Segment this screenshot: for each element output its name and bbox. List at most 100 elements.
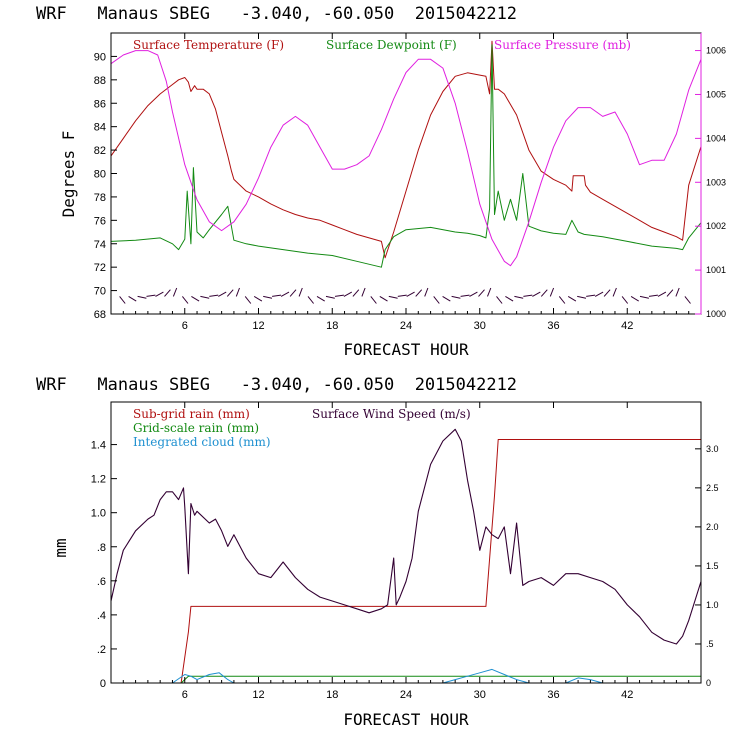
wind-barb <box>146 294 156 297</box>
wind-barb <box>272 294 282 297</box>
temperature-plot-frame <box>110 32 702 315</box>
x-tick-label: 36 <box>547 320 559 332</box>
wind-barb <box>567 295 577 302</box>
wind-barb <box>253 295 263 302</box>
temperature-axis-ticks: 6 12 18 24 30 36 42 68 70 72 74 76 78 80 82 84 86 88 90 100… <box>94 33 726 332</box>
wind-barb <box>307 296 314 304</box>
y-tick-label: 1.4 <box>91 440 106 452</box>
wind-barb <box>406 291 415 297</box>
y2-tick-label: 1006 <box>706 46 726 56</box>
y2-tick-label: 2.5 <box>706 483 719 493</box>
y2-tick-label: 1002 <box>706 221 726 231</box>
y2-tick-label: 1.0 <box>706 600 719 610</box>
x-tick-label: 18 <box>326 689 338 701</box>
wind-barb <box>478 289 485 297</box>
y2-tick-label: 2.0 <box>706 522 719 532</box>
wind-barb <box>263 295 273 299</box>
temperature-panel-title: WRF Manaus SBEG -3.040, -60.050 20150422… <box>36 4 517 24</box>
y-tick-label: 68 <box>94 309 106 321</box>
y-tick-label: .8 <box>97 542 106 554</box>
x-tick-label: 24 <box>400 689 412 701</box>
wind-barb <box>164 289 171 297</box>
x-tick-label: 6 <box>182 689 188 701</box>
precipitation-axis-ticks: 6 12 18 24 30 36 42 0 .2 .4 .6 .8 1.0 1.2 1.4 0 .5 1.0 1.5… <box>91 402 719 701</box>
y2-tick-label: 1005 <box>706 89 726 99</box>
wind-barb <box>137 295 147 299</box>
y-tick-label: .4 <box>97 610 106 622</box>
series-line-surface-wind-speed-m-s <box>110 428 702 645</box>
temperature-y-axis-label: Degrees F <box>59 131 78 218</box>
wind-barb <box>244 296 252 304</box>
y2-tick-label: 1.5 <box>706 561 719 571</box>
series-line-surface-dewpoint-f <box>110 44 702 268</box>
wind-barb <box>352 289 360 297</box>
wind-barb <box>648 294 658 297</box>
temperature-series-layer <box>110 40 702 304</box>
wind-barb <box>226 289 234 297</box>
wind-barb <box>343 291 353 297</box>
y2-tick-label: 1004 <box>706 133 726 143</box>
wind-barb <box>182 296 189 304</box>
wind-barb <box>684 296 691 304</box>
legend-surface-temperature: Surface Temperature (F) <box>133 38 284 52</box>
precipitation-panel: WRF Manaus SBEG -3.040, -60.050 20150422… <box>36 375 719 729</box>
wind-barb <box>675 287 680 297</box>
x-tick-label: 24 <box>400 320 412 332</box>
series-line-surface-pressure-mb <box>110 50 702 267</box>
y-tick-label: 76 <box>94 215 106 227</box>
wind-barb <box>594 291 604 297</box>
x-tick-label: 12 <box>252 320 264 332</box>
y-tick-label: 72 <box>94 262 106 274</box>
wind-barb <box>666 289 674 297</box>
y-tick-label: 86 <box>94 98 106 110</box>
precipitation-panel-title: WRF Manaus SBEG -3.040, -60.050 20150422… <box>36 375 517 395</box>
y-tick-label: 80 <box>94 169 106 181</box>
y-tick-label: .6 <box>97 576 106 588</box>
y2-tick-label: 3.0 <box>706 444 719 454</box>
wind-barb <box>334 294 344 297</box>
wind-barb <box>514 295 524 299</box>
y-tick-label: 78 <box>94 192 106 204</box>
wind-barb <box>155 291 164 297</box>
wind-barb <box>191 295 200 302</box>
wind-barb <box>415 289 423 297</box>
x-tick-label: 12 <box>252 689 264 701</box>
precipitation-x-axis-label: FORECAST HOUR <box>343 710 469 729</box>
y-tick-label: 0 <box>100 678 106 690</box>
wind-barb <box>621 296 629 304</box>
wind-barb <box>172 287 178 297</box>
legend-grid-scale-rain: Grid-scale rain (mm) <box>133 421 259 435</box>
y-tick-label: 82 <box>94 145 106 157</box>
series-line-sub-grid-rain-mm <box>111 439 701 684</box>
precipitation-series-layer <box>110 428 702 684</box>
wind-barb <box>218 291 227 297</box>
y2-tick-label: 1000 <box>706 309 726 319</box>
wind-barb <box>289 289 297 297</box>
y-tick-label: 90 <box>94 51 106 63</box>
wind-barb <box>388 295 398 299</box>
wind-barb <box>558 296 566 304</box>
series-line-integrated-cloud-mm <box>111 668 701 684</box>
wind-barb <box>603 289 611 297</box>
series-line-surface-temperature-f <box>110 40 702 259</box>
wind-barb <box>612 287 617 297</box>
wind-barb <box>235 287 240 297</box>
wind-barb <box>586 294 596 297</box>
x-tick-label: 42 <box>621 689 633 701</box>
legend-surface-dewpoint: Surface Dewpoint (F) <box>326 38 457 52</box>
temperature-x-axis-label: FORECAST HOUR <box>343 340 469 359</box>
y2-tick-label: 1001 <box>706 265 726 275</box>
legend-surface-wind-speed: Surface Wind Speed (m/s) <box>312 407 471 421</box>
legend-integrated-cloud: Integrated cloud (mm) <box>133 435 271 449</box>
x-tick-label: 30 <box>474 320 486 332</box>
y-tick-label: 84 <box>94 122 106 134</box>
wind-barb <box>451 295 461 299</box>
wind-barb <box>361 287 366 297</box>
x-tick-label: 6 <box>182 320 188 332</box>
y-tick-label: 1.0 <box>91 508 106 520</box>
wind-barb <box>540 289 548 297</box>
wind-barb <box>128 295 137 302</box>
x-tick-label: 18 <box>326 320 338 332</box>
y2-tick-label: 0 <box>706 678 711 688</box>
y2-tick-label: 1003 <box>706 177 726 187</box>
